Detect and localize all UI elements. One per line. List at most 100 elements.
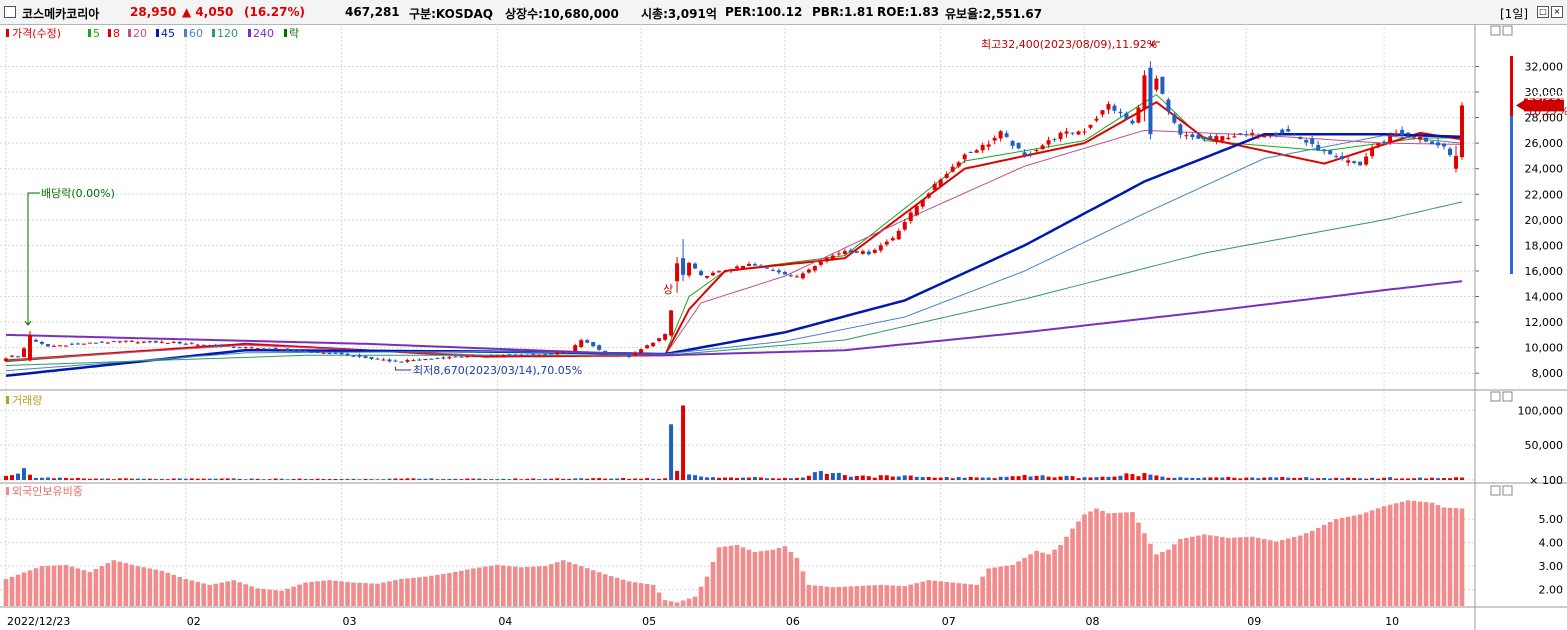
volume-bar — [4, 475, 8, 480]
volume-bar — [1256, 478, 1261, 480]
candle-body — [914, 205, 919, 216]
volume-bar — [369, 479, 374, 480]
volume-bar — [1244, 477, 1249, 480]
candle-body — [1388, 136, 1393, 142]
candle-body — [369, 356, 374, 359]
foreign-bar — [866, 585, 872, 606]
foreign-bar — [495, 564, 500, 606]
volume-bar — [890, 476, 895, 480]
volume-bar — [1028, 476, 1033, 480]
legend-swatch-price — [6, 29, 9, 37]
candle-body — [1424, 137, 1429, 142]
foreign-bar — [764, 550, 770, 606]
candle-body — [729, 270, 734, 272]
foreign-panel-minimize-icon[interactable] — [1490, 485, 1501, 496]
volume-bar — [243, 479, 248, 480]
foreign-bar — [1100, 510, 1105, 606]
foreign-bar — [788, 552, 794, 606]
foreign-bar — [1004, 565, 1009, 606]
candle-body — [908, 212, 913, 222]
candle-body — [99, 341, 104, 343]
volume-bar — [453, 478, 458, 480]
price-tick-label: 8,000 — [1532, 367, 1564, 380]
candle-body — [417, 359, 422, 361]
volume-bar — [1100, 476, 1105, 480]
foreign-bar — [303, 582, 308, 606]
price-tick-label: 10,000 — [1525, 342, 1564, 355]
foreign-bar — [1411, 500, 1417, 606]
candle-body — [1436, 142, 1441, 146]
volume-bar — [908, 475, 913, 480]
foreign-bar — [674, 602, 680, 606]
foreign-bar — [483, 566, 488, 606]
period-selector[interactable]: [1일] — [1500, 7, 1529, 21]
volume-bar — [1292, 477, 1297, 480]
volume-bar — [842, 475, 847, 480]
foreign-bar — [75, 568, 81, 606]
candle-body — [920, 199, 925, 207]
candle-body — [1382, 141, 1387, 143]
price-tick-label: 32,000 — [1525, 60, 1564, 73]
volume-bar — [1316, 478, 1321, 480]
legend-item-label: 8 — [113, 27, 120, 40]
candle-body — [1328, 150, 1333, 155]
foreign-bar — [950, 582, 955, 606]
foreign-bar — [1285, 538, 1291, 606]
candle-body — [1016, 143, 1021, 149]
foreign-bar — [614, 577, 620, 606]
volume-bar — [1178, 477, 1183, 480]
foreign-bar — [471, 568, 476, 606]
foreign-bar — [1064, 536, 1069, 606]
volume-bar — [818, 470, 823, 480]
volume-bar — [561, 478, 566, 480]
foreign-bar — [974, 584, 979, 606]
x-tick-label: 08 — [1086, 615, 1100, 628]
volume-bar — [932, 477, 937, 480]
candle-body — [465, 355, 470, 358]
limit-up-marker: 상 — [663, 283, 673, 296]
foreign-bar — [189, 580, 195, 606]
maximize-icon[interactable]: □ — [1537, 6, 1549, 18]
foreign-bar — [273, 590, 278, 606]
volume-bar — [651, 478, 656, 480]
candle-body — [507, 354, 512, 356]
select-checkbox[interactable] — [4, 6, 16, 18]
volume-bar — [1124, 473, 1129, 480]
candle-body — [297, 350, 302, 352]
volume-bar — [393, 478, 398, 480]
foreign-bar — [1357, 514, 1363, 606]
stock-name[interactable]: 코스메카코리아 — [22, 7, 100, 21]
panel-minimize-icon[interactable] — [1490, 25, 1501, 36]
foreign-tick-label: 2.00 — [1539, 584, 1564, 597]
candle-body — [645, 345, 650, 349]
foreign-bar — [1261, 539, 1267, 606]
trade-volume: 467,281 — [345, 5, 400, 19]
volume-bar — [1262, 477, 1267, 480]
volume-bar — [51, 478, 56, 480]
foreign-bar — [1309, 530, 1315, 606]
volume-bar — [1436, 478, 1441, 480]
volume-bar — [884, 475, 889, 480]
volume-bar — [45, 477, 50, 480]
foreign-bar — [548, 564, 554, 606]
volume-panel-minimize-icon[interactable] — [1490, 391, 1501, 402]
volume-bar — [351, 478, 356, 480]
foreign-bar — [87, 571, 93, 606]
panel-close-icon[interactable] — [1502, 25, 1513, 36]
foreign-bar — [722, 546, 728, 606]
foreign-panel-close-icon[interactable] — [1502, 485, 1513, 496]
volume-bar — [1088, 477, 1093, 480]
volume-bar — [525, 478, 530, 480]
foreign-bar — [1166, 549, 1171, 606]
candle-body — [1052, 139, 1057, 141]
volume-bar — [1238, 478, 1243, 480]
volume-bar — [117, 478, 122, 480]
volume-bar — [603, 478, 608, 480]
volume-panel-close-icon[interactable] — [1502, 391, 1513, 402]
foreign-bar — [57, 565, 63, 606]
volume-bar — [57, 477, 62, 480]
close-icon[interactable]: × — [1551, 6, 1563, 18]
volume-bar — [1106, 476, 1111, 480]
candle-body — [788, 275, 793, 277]
foreign-bar — [848, 586, 854, 606]
